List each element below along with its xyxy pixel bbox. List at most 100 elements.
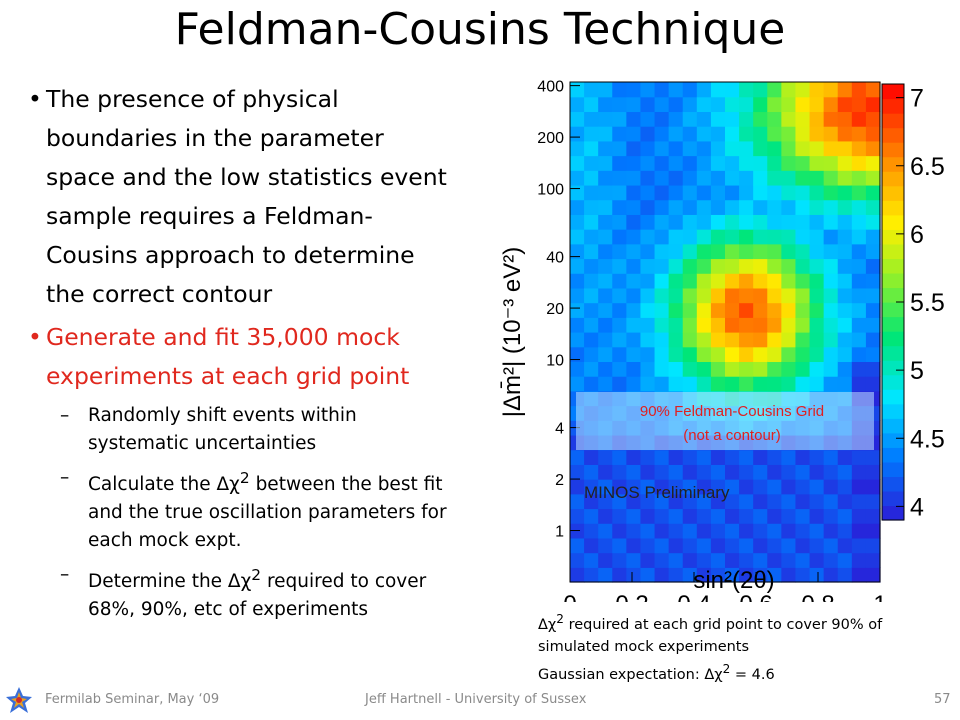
heatmap-cell [865, 214, 881, 230]
heatmap-cell [584, 111, 599, 127]
heatmap-cell [612, 346, 627, 363]
heatmap-cell [598, 96, 613, 113]
heatmap-cell [682, 96, 698, 113]
heatmap-cell [823, 140, 839, 157]
colorbar-segment [882, 142, 904, 158]
heatmap-cell [725, 376, 740, 392]
heatmap-cell [809, 449, 825, 465]
heatmap-cell [710, 508, 726, 524]
heatmap-cell [851, 82, 867, 98]
heatmap-cell [823, 361, 839, 377]
heatmap-cell [626, 170, 642, 186]
heatmap-cell [739, 317, 754, 333]
heatmap-cell [781, 537, 797, 554]
heatmap-cell [626, 302, 642, 318]
heatmap-cell [837, 567, 853, 583]
heatmap-cell [710, 493, 726, 510]
heatmap-cell [781, 184, 797, 201]
heatmap-cell [809, 184, 825, 201]
heatmap-cell [696, 243, 712, 260]
heatmap-cell [584, 258, 599, 274]
colorbar-tick-label: 5.5 [910, 289, 945, 317]
heatmap-cell [612, 376, 627, 392]
heatmap-cell [696, 199, 712, 215]
heatmap-cell [710, 273, 726, 289]
heatmap-cell [640, 126, 656, 142]
heatmap-cell [710, 346, 726, 363]
heatmap-cell [710, 449, 726, 465]
heatmap-cell [570, 229, 585, 245]
heatmap-cell [584, 479, 599, 495]
heatmap-cell [598, 464, 613, 480]
heatmap-cell [809, 229, 825, 245]
heatmap-cell [795, 199, 811, 215]
heatmap-cell [682, 317, 698, 333]
heatmap-cell [739, 155, 754, 171]
heatmap-cell [725, 567, 740, 583]
heatmap-cell [626, 523, 642, 539]
heatmap-cell [795, 346, 811, 363]
heatmap-cell [725, 317, 740, 333]
heatmap-cell [795, 302, 811, 318]
heatmap-cell [823, 214, 839, 230]
heatmap-cell [654, 508, 670, 524]
heatmap-cell [584, 82, 599, 98]
footer-left: Fermilab Seminar, May ‘09 [45, 692, 220, 707]
heatmap-cell [767, 155, 782, 171]
heatmap-cell [739, 361, 754, 377]
heatmap-cell [584, 184, 599, 201]
heatmap-cell [640, 155, 656, 171]
heatmap-cell [739, 449, 754, 465]
heatmap-cell [612, 199, 627, 215]
heatmap-cell [753, 287, 768, 304]
heatmap-cell [612, 567, 627, 583]
heatmap-cell [570, 155, 585, 171]
figure-caption: Δχ2 required at each grid point to cover… [538, 608, 958, 686]
heatmap-cell [767, 346, 782, 363]
heatmap-cell [809, 273, 825, 289]
heatmap-cells [570, 82, 881, 583]
heatmap-cell [837, 493, 853, 510]
heatmap-cell [626, 184, 642, 201]
heatmap-cell [753, 493, 768, 510]
heatmap-cell [851, 346, 867, 363]
heatmap-cell [570, 493, 585, 510]
heatmap-cell [725, 258, 740, 274]
heatmap-cell [837, 449, 853, 465]
heatmap-cell [725, 184, 740, 201]
heatmap-cell [598, 449, 613, 465]
heatmap-cell [612, 332, 627, 348]
heatmap-cell [654, 302, 670, 318]
colorbar-segment [882, 461, 904, 477]
heatmap-cell [682, 552, 698, 568]
heatmap-cell [767, 126, 782, 142]
heatmap-cell [837, 214, 853, 230]
heatmap-cell [739, 258, 754, 274]
heatmap-cell [725, 287, 740, 304]
heatmap-cell [753, 273, 768, 289]
heatmap-cell [584, 332, 599, 348]
heatmap-cell [809, 464, 825, 480]
heatmap-cell [767, 493, 782, 510]
colorbar-segment [882, 156, 904, 172]
heatmap-cell [837, 287, 853, 304]
heatmap-cell [781, 523, 797, 539]
heatmap-cell [598, 346, 613, 363]
heatmap-cell [809, 96, 825, 113]
heatmap-cell [837, 140, 853, 157]
heatmap-cell [570, 332, 585, 348]
heatmap-cell [809, 258, 825, 274]
heatmap-cell [795, 317, 811, 333]
heatmap-cell [570, 361, 585, 377]
heatmap-cell [837, 464, 853, 480]
heatmap-cell [795, 479, 811, 495]
heatmap-cell [668, 567, 684, 583]
heatmap-cell [851, 214, 867, 230]
heatmap-cell [823, 537, 839, 554]
heatmap-cell [865, 184, 881, 201]
heatmap-cell [612, 317, 627, 333]
x-tick-label: 0 [563, 591, 576, 602]
heatmap-cell [598, 140, 613, 157]
heatmap-cell [710, 170, 726, 186]
colorbar [882, 84, 904, 521]
